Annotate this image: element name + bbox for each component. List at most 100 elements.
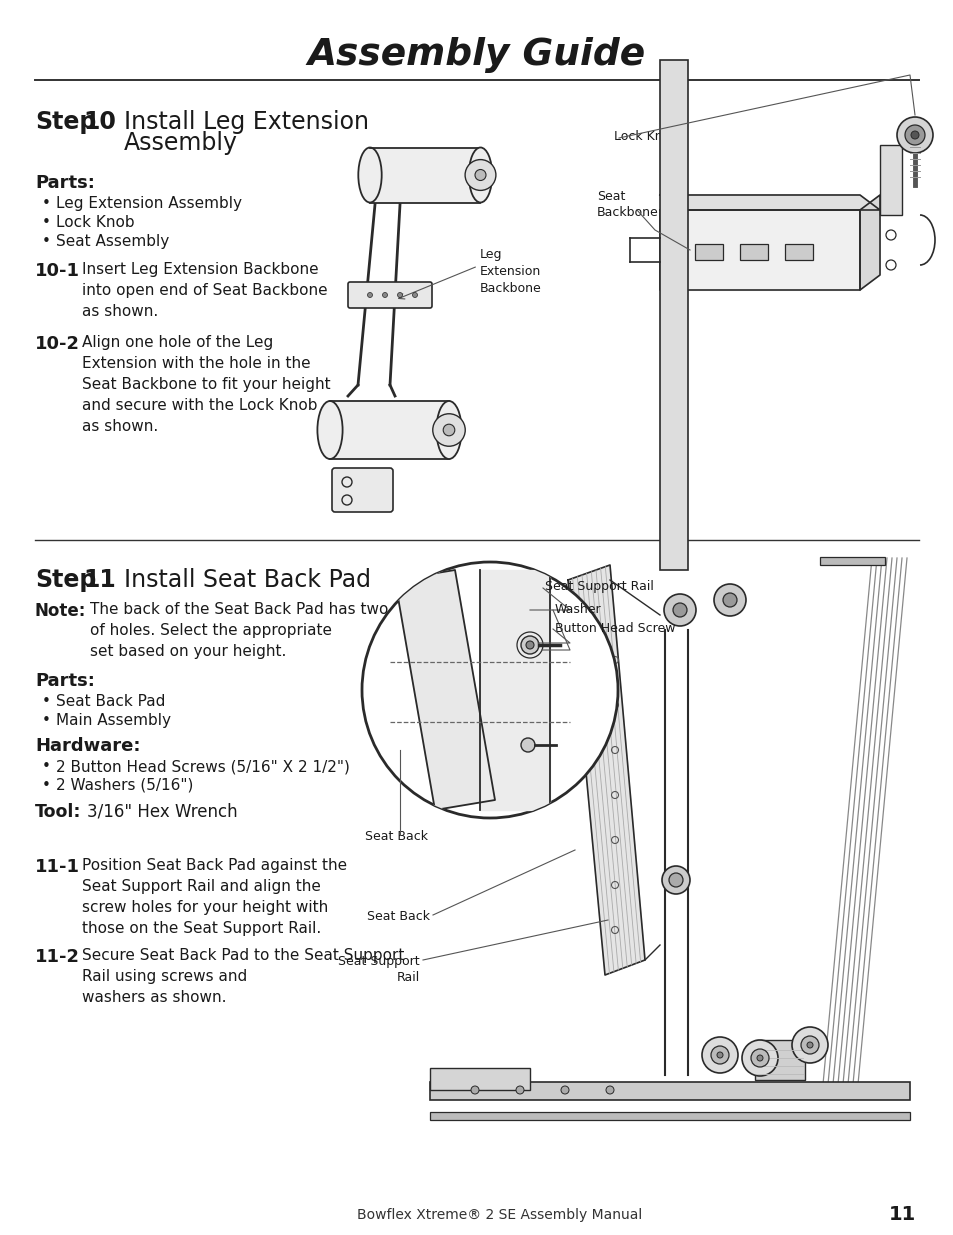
Circle shape	[904, 125, 924, 144]
Circle shape	[382, 293, 387, 298]
Ellipse shape	[436, 401, 461, 459]
Ellipse shape	[358, 147, 381, 203]
Polygon shape	[395, 571, 495, 810]
Text: Washer: Washer	[555, 603, 601, 616]
Text: Seat Support
Rail: Seat Support Rail	[338, 955, 419, 984]
Text: Align one hole of the Leg
Extension with the hole in the
Seat Backbone to fit yo: Align one hole of the Leg Extension with…	[82, 335, 331, 433]
Circle shape	[791, 1028, 827, 1063]
Text: •: •	[42, 233, 51, 249]
Text: Step: Step	[35, 110, 96, 135]
Text: 11: 11	[83, 568, 115, 592]
Bar	[430, 1082, 909, 1100]
Circle shape	[520, 636, 538, 655]
Circle shape	[475, 169, 485, 180]
Bar	[784, 245, 812, 261]
Text: 2 Button Head Screws (5/16" X 2 1/2"): 2 Button Head Screws (5/16" X 2 1/2")	[56, 760, 350, 774]
Circle shape	[525, 641, 534, 650]
Bar	[430, 1068, 530, 1091]
Ellipse shape	[468, 147, 492, 203]
Circle shape	[896, 117, 932, 153]
Ellipse shape	[317, 401, 342, 459]
Bar	[370, 147, 480, 203]
Circle shape	[397, 293, 402, 298]
Text: 3/16" Hex Wrench: 3/16" Hex Wrench	[87, 803, 237, 821]
Bar	[659, 61, 687, 571]
Polygon shape	[659, 210, 859, 290]
Text: Hardware:: Hardware:	[35, 737, 140, 755]
FancyBboxPatch shape	[348, 282, 432, 308]
Text: Lock Knob: Lock Knob	[56, 215, 134, 230]
Bar	[820, 557, 884, 564]
Polygon shape	[859, 195, 879, 290]
Text: 2 Washers (5/16"): 2 Washers (5/16")	[56, 778, 193, 793]
Text: Insert Leg Extension Backbone
into open end of Seat Backbone
as shown.: Insert Leg Extension Backbone into open …	[82, 262, 327, 319]
FancyBboxPatch shape	[332, 468, 393, 513]
Text: Install Leg Extension: Install Leg Extension	[124, 110, 369, 135]
Text: •: •	[42, 778, 51, 793]
Text: Position Seat Back Pad against the
Seat Support Rail and align the
screw holes f: Position Seat Back Pad against the Seat …	[82, 858, 347, 936]
Text: •: •	[42, 760, 51, 774]
Circle shape	[520, 739, 535, 752]
Text: Leg
Extension
Backbone: Leg Extension Backbone	[479, 248, 541, 295]
Text: 11: 11	[888, 1205, 915, 1224]
Text: Bowflex Xtreme® 2 SE Assembly Manual: Bowflex Xtreme® 2 SE Assembly Manual	[357, 1208, 642, 1221]
Text: The back of the Seat Back Pad has two pairs
of holes. Select the appropriate
set: The back of the Seat Back Pad has two pa…	[90, 601, 431, 659]
Text: Secure Seat Back Pad to the Seat Support
Rail using screws and
washers as shown.: Secure Seat Back Pad to the Seat Support…	[82, 948, 404, 1005]
Circle shape	[701, 1037, 738, 1073]
Text: Note:: Note:	[35, 601, 87, 620]
Bar	[740, 245, 767, 261]
Circle shape	[367, 293, 372, 298]
Text: 10-2: 10-2	[35, 335, 80, 353]
Text: •: •	[42, 713, 51, 727]
Circle shape	[722, 593, 737, 606]
Circle shape	[713, 584, 745, 616]
Circle shape	[605, 1086, 614, 1094]
Text: 10-1: 10-1	[35, 262, 80, 280]
Text: Leg Extension Assembly: Leg Extension Assembly	[56, 196, 242, 211]
Text: Seat Support Rail: Seat Support Rail	[544, 580, 653, 593]
Circle shape	[661, 866, 689, 894]
Circle shape	[668, 873, 682, 887]
Text: Button Head Screw: Button Head Screw	[555, 622, 675, 635]
Text: Assembly: Assembly	[124, 131, 237, 156]
Text: Main Assembly: Main Assembly	[56, 713, 171, 727]
Circle shape	[710, 1046, 728, 1065]
Circle shape	[717, 1052, 722, 1058]
Text: Parts:: Parts:	[35, 672, 94, 690]
Text: Seat Back: Seat Back	[367, 910, 430, 923]
Text: 11-2: 11-2	[35, 948, 80, 966]
Text: Seat Back Pad: Seat Back Pad	[56, 694, 165, 709]
Circle shape	[757, 1055, 762, 1061]
Polygon shape	[659, 195, 879, 210]
Circle shape	[801, 1036, 818, 1053]
Text: •: •	[42, 215, 51, 230]
Circle shape	[465, 159, 496, 190]
Circle shape	[672, 603, 686, 618]
Text: 11-1: 11-1	[35, 858, 80, 876]
Circle shape	[443, 424, 455, 436]
Circle shape	[806, 1042, 812, 1049]
Circle shape	[361, 562, 618, 818]
Text: •: •	[42, 694, 51, 709]
Polygon shape	[567, 564, 644, 974]
Bar	[330, 401, 449, 459]
Circle shape	[750, 1049, 768, 1067]
Text: •: •	[42, 196, 51, 211]
Circle shape	[433, 414, 465, 446]
Text: Tool:: Tool:	[35, 803, 81, 821]
Text: Install Seat Back Pad: Install Seat Back Pad	[124, 568, 371, 592]
Circle shape	[560, 1086, 568, 1094]
Circle shape	[516, 1086, 523, 1094]
Bar	[430, 1112, 909, 1120]
Circle shape	[471, 1086, 478, 1094]
Text: Seat
Backbone: Seat Backbone	[597, 190, 659, 219]
Bar	[754, 1040, 804, 1079]
Text: Seat Assembly: Seat Assembly	[56, 233, 169, 249]
Bar	[879, 144, 901, 215]
Polygon shape	[479, 571, 550, 810]
Text: 10: 10	[83, 110, 115, 135]
Circle shape	[412, 293, 417, 298]
Circle shape	[741, 1040, 778, 1076]
Text: Step: Step	[35, 568, 96, 592]
Text: Seat Back: Seat Back	[365, 830, 428, 844]
